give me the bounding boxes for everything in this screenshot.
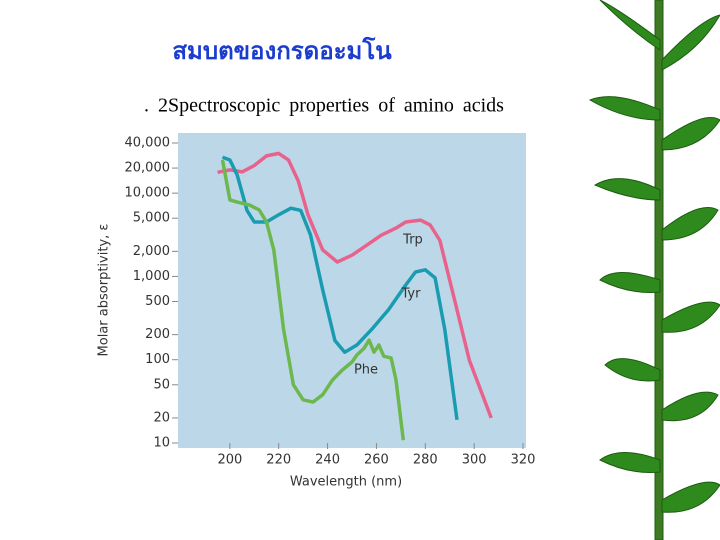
x-tick-label: 320 <box>511 453 536 468</box>
y-tick-label: 10,000 <box>125 186 171 201</box>
y-tick-label: 50 <box>153 377 170 392</box>
plot: 10 20 50 100 200 500 1,000 2,000 5,000 10,000 20,0… <box>125 136 536 468</box>
curve-label: Trp <box>402 233 423 248</box>
x-tick-label: 300 <box>462 453 487 468</box>
series-line <box>217 151 493 419</box>
y-tick-label: 1,000 <box>133 269 170 284</box>
y-tick-label: 20 <box>153 410 170 425</box>
x-tick-label: 260 <box>364 453 389 468</box>
y-tick-label: 200 <box>145 327 170 342</box>
series-line <box>220 159 406 441</box>
x-tick-label: 240 <box>315 453 340 468</box>
curve-label: Phe <box>354 363 378 378</box>
y-tick-label: 40,000 <box>125 136 171 151</box>
subtitle: . 2Spectroscopic properties of amino aci… <box>144 95 504 117</box>
y-tick-label: 100 <box>145 352 170 367</box>
y-tick-label: 10 <box>153 436 170 451</box>
x-tick-label: 220 <box>266 453 291 468</box>
y-tick-label: 500 <box>145 294 170 309</box>
plot-background <box>178 133 526 448</box>
y-tick-label: 5,000 <box>133 211 170 226</box>
slide-title: สมบตของกรดอะมโน <box>172 36 392 65</box>
series-line <box>221 155 459 421</box>
y-axis-title: Molar absorptivity, ε <box>97 224 112 357</box>
curve-label: Tyr <box>401 287 422 302</box>
x-axis-title: Wavelength (nm) <box>290 475 402 490</box>
y-tick-label: 20,000 <box>125 161 171 176</box>
y-tick-label: 2,000 <box>133 244 170 259</box>
x-tick-label: 200 <box>217 453 242 468</box>
bamboo-decoration <box>588 0 720 540</box>
x-tick-label: 280 <box>413 453 438 468</box>
